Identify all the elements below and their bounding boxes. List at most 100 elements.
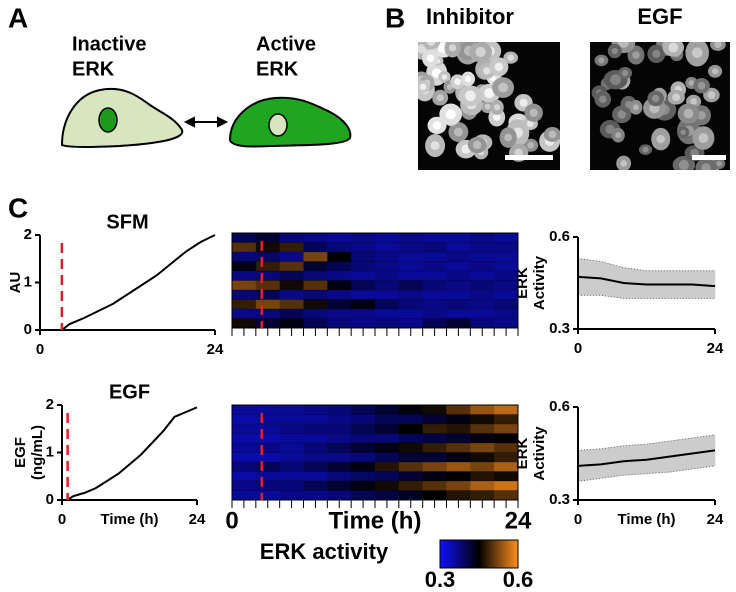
y-tick-label: 0: [24, 321, 32, 338]
heatmap-cell: [470, 280, 495, 291]
cell-blob: [529, 108, 538, 117]
colorbar-label: ERK activity: [260, 539, 389, 564]
heatmap-cell: [494, 424, 519, 434]
heatmap-cell: [303, 290, 328, 300]
y-tick-label: 2: [46, 396, 54, 413]
cell-blob: [599, 95, 607, 103]
heatmap-cell: [494, 290, 519, 300]
cell-blob: [441, 74, 448, 80]
y-axis-label: EGF: [12, 437, 29, 468]
heatmap-cell: [327, 290, 352, 300]
cell-blob: [446, 84, 453, 90]
heatmap-cell: [279, 452, 304, 463]
heatmap-cell: [422, 299, 447, 310]
heatmap-cell: [303, 271, 328, 281]
heatmap-cell: [303, 280, 328, 291]
heatmap-cell: [446, 424, 471, 434]
chart-title: EGF: [109, 381, 150, 403]
heatmap-cell: [279, 261, 304, 272]
heatmap-cell: [375, 424, 400, 434]
heatmap-cell: [255, 443, 281, 453]
cell-blob: [621, 69, 629, 77]
micrograph: [590, 42, 730, 170]
heatmap-cell: [470, 433, 495, 444]
heatmap-cell: [398, 424, 424, 434]
panel-label: A: [8, 2, 28, 33]
heatmap-cell: [446, 318, 471, 329]
colorbar: [439, 539, 519, 569]
heatmap-cell: [494, 252, 519, 262]
heatmap-cell: [494, 318, 519, 329]
heatmap-cell: [255, 490, 281, 501]
heatmap-cell: [398, 433, 424, 444]
heatmap-cell: [470, 471, 495, 482]
image-title: EGF: [637, 4, 682, 29]
heatmap-cell: [327, 318, 352, 329]
nucleus: [268, 113, 288, 137]
heatmap-cell: [232, 433, 257, 444]
diagram-label: Active: [256, 33, 316, 55]
heatmap-cell: [351, 242, 376, 253]
heatmap-cell: [446, 242, 471, 253]
cell-blob: [618, 42, 629, 48]
heatmap-cell: [398, 471, 424, 482]
inactive-cell: [60, 87, 184, 148]
x-tick-label: 24: [707, 340, 724, 357]
chart-title: SFM: [106, 211, 148, 233]
heatmap-cell: [303, 309, 328, 319]
band-edge: [578, 294, 715, 299]
heatmap-cell: [494, 490, 519, 501]
heatmap-cell: [232, 414, 257, 425]
cell-blob: [611, 47, 618, 55]
heatmap-cell: [327, 280, 352, 291]
heatmap-cell: [398, 490, 424, 501]
heatmap-cell: [232, 405, 257, 415]
heatmap-cell: [279, 462, 304, 472]
diagram-label: Inactive: [72, 33, 146, 55]
x-tick-label: 0: [225, 507, 238, 534]
heatmap-cell: [327, 424, 352, 434]
heatmap-cell: [446, 271, 471, 281]
heatmap-cell: [303, 481, 328, 491]
cell-blob: [688, 80, 695, 86]
y-tick-label: 0.6: [549, 228, 570, 245]
heatmap-cell: [470, 290, 495, 300]
heatmap-cell: [375, 443, 400, 453]
cell-blob: [652, 49, 661, 58]
heatmap-cell: [232, 471, 257, 482]
y-tick-label: 0: [46, 491, 54, 508]
heatmap-cell: [279, 242, 304, 253]
heatmap-cell: [351, 481, 376, 491]
heatmap-cell: [351, 471, 376, 482]
heatmap-cell: [327, 233, 352, 243]
heatmap-cell: [470, 233, 495, 243]
heatmap-cell: [232, 462, 257, 472]
heatmap-cell: [494, 261, 519, 272]
heatmap-cell: [446, 299, 471, 310]
heatmap-cell: [398, 462, 424, 472]
image-title: Inhibitor: [426, 4, 514, 29]
heatmap-cell: [327, 252, 352, 262]
heatmap-cell: [255, 433, 281, 444]
cell-blob: [632, 104, 639, 111]
cell-blob: [697, 81, 706, 90]
heatmap-cell: [375, 414, 400, 425]
heatmap-cell: [470, 271, 495, 281]
heatmap-cell: [351, 443, 376, 453]
heatmap-cell: [470, 462, 495, 472]
scale-bar: [692, 155, 726, 160]
cell-blob: [605, 124, 615, 134]
heatmap-cell: [422, 452, 447, 463]
heatmap-cell: [255, 452, 281, 463]
y-axis-label: ERK: [514, 437, 531, 469]
y-tick-label: 1: [24, 273, 32, 290]
scale-bar: [505, 155, 553, 160]
cell-blob: [683, 108, 694, 119]
heatmap-cell: [232, 261, 257, 272]
heatmap-cell: [446, 452, 471, 463]
y-axis-label: Activity: [531, 426, 548, 481]
heatmap-cell: [375, 318, 400, 329]
cell-blob: [472, 140, 482, 150]
heatmap-cell: [303, 318, 328, 329]
heatmap-cell: [351, 290, 376, 300]
